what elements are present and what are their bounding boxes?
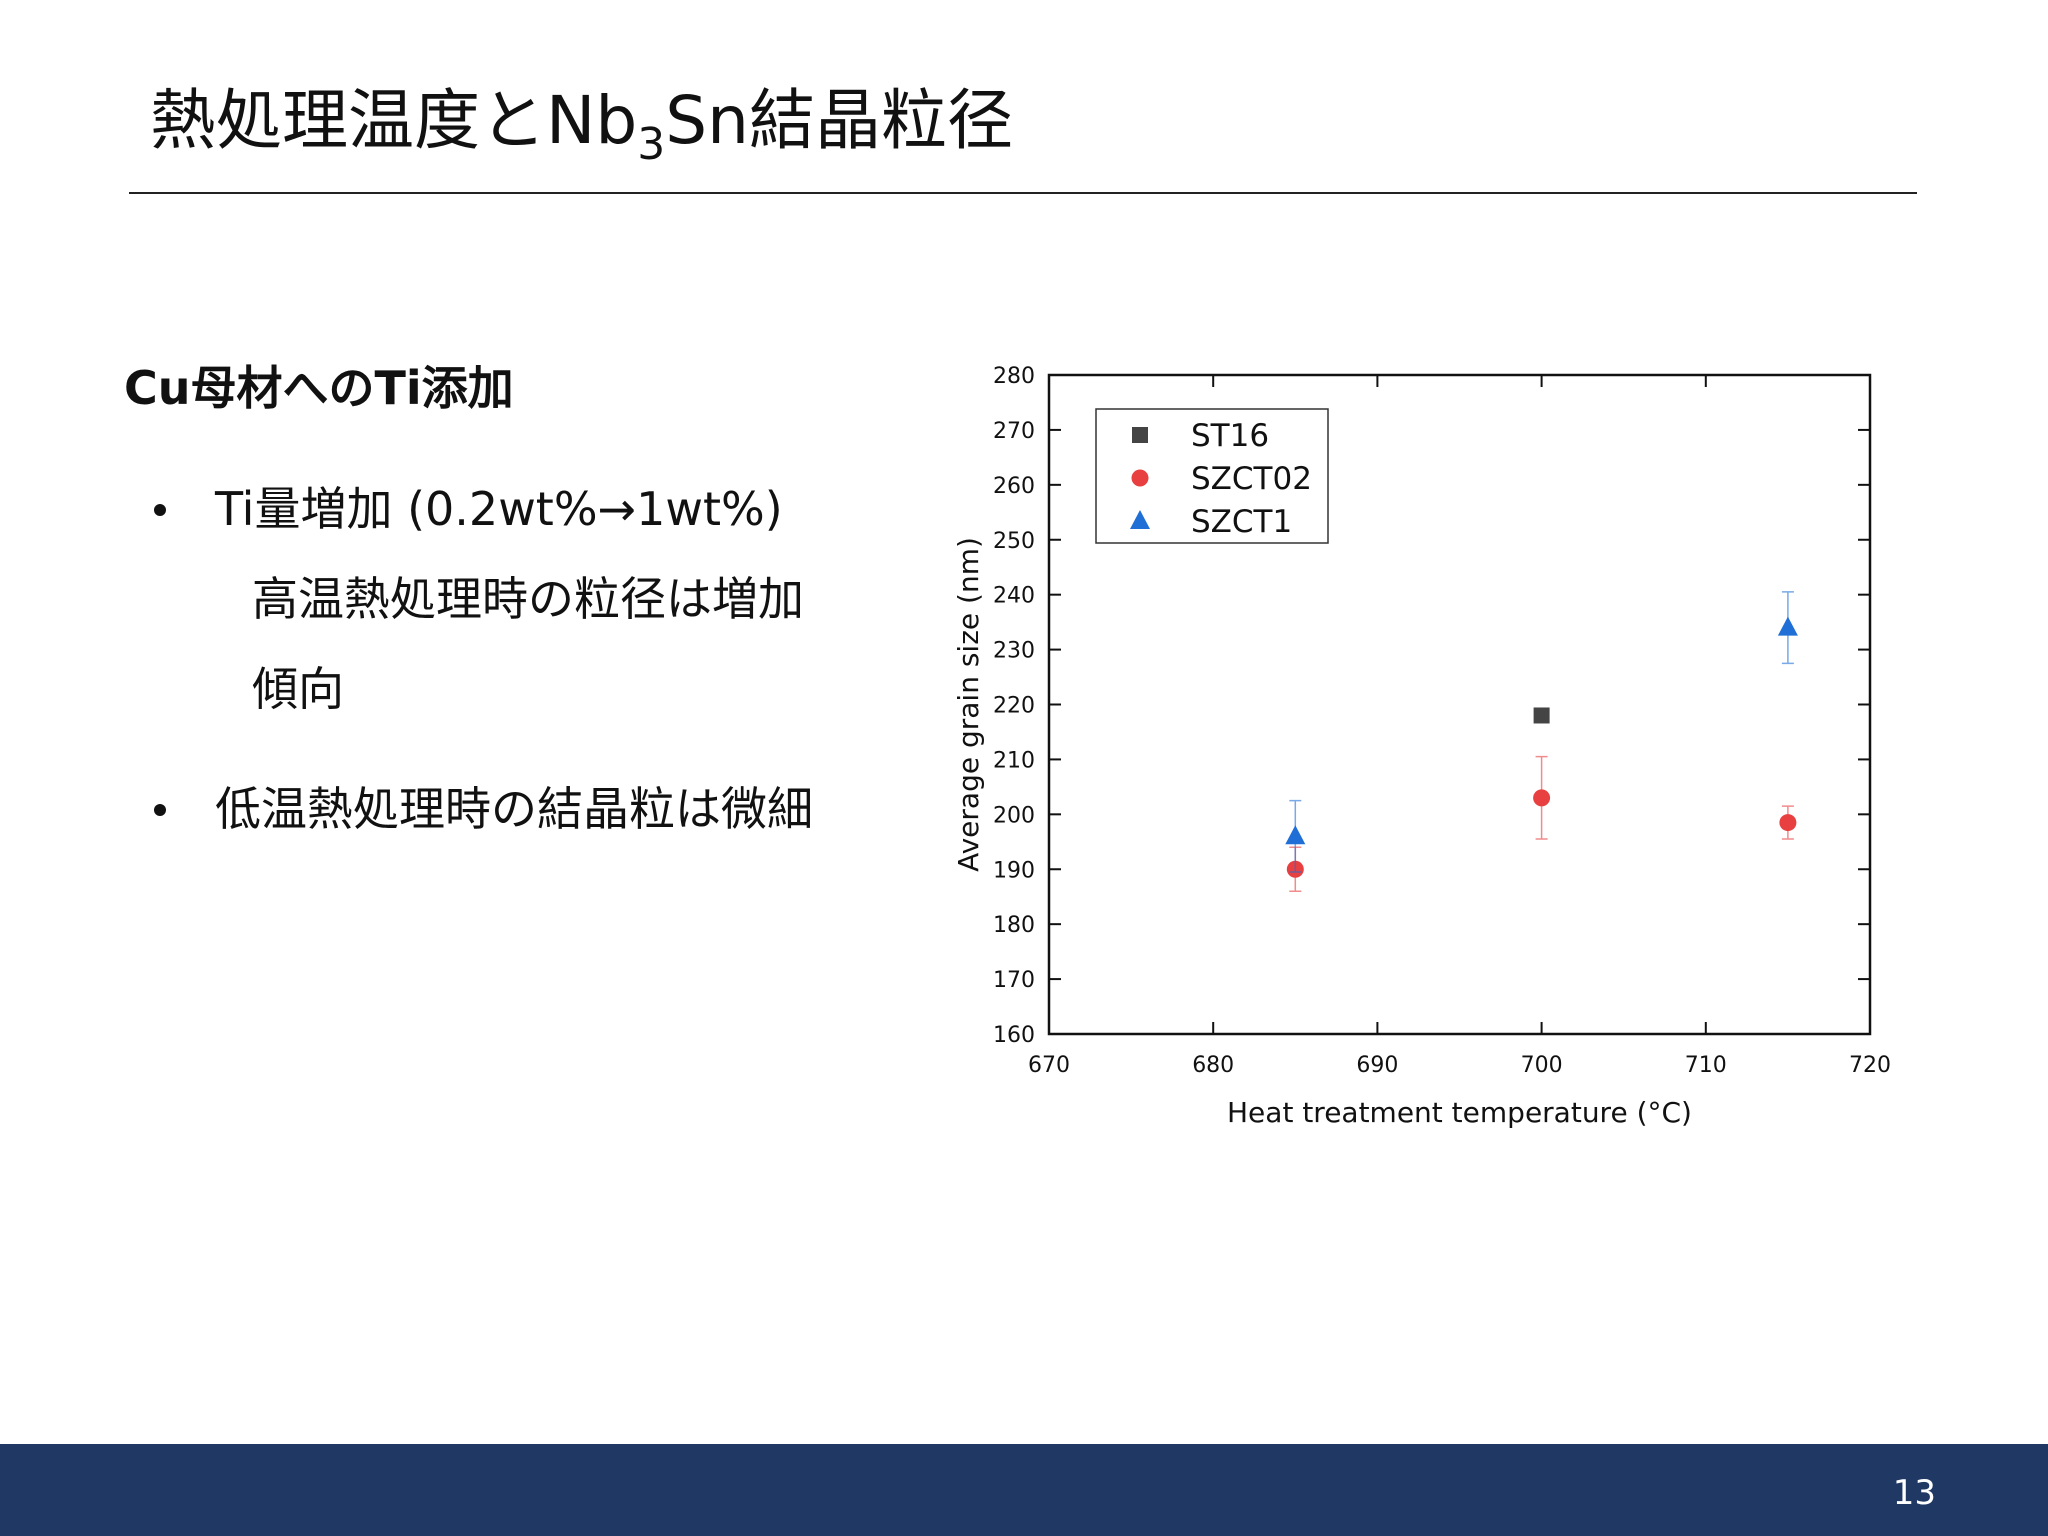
y-tick-label: 230 [993, 639, 1035, 664]
marker-square [1533, 707, 1550, 724]
bullet-text: 高温熱処理時の粒径は増加 [252, 572, 804, 626]
y-tick-label: 180 [993, 913, 1035, 938]
y-tick-label: 210 [993, 748, 1035, 773]
legend-label: SZCT02 [1191, 461, 1312, 497]
chart: 670 680 690 700 710 720 160 170 180 190 200 210 220 2… [952, 364, 1891, 1129]
page-number: 13 [1893, 1473, 1936, 1513]
bullet-dot [154, 504, 166, 516]
bullet-text: Ti量増加 (0.2wt%→1wt%) [214, 482, 783, 536]
title-part: Sn結晶粒径 [665, 82, 1013, 159]
section-heading: Cu母材へのTi添加 [124, 361, 514, 415]
x-tick-label: 720 [1849, 1053, 1891, 1078]
marker-triangle [1285, 825, 1306, 845]
bullet-list: Ti量増加 (0.2wt%→1wt%) 高温熱処理時の粒径は増加傾向低温熱処理時の… [154, 482, 813, 836]
marker-triangle [1130, 510, 1150, 529]
y-tick-label: 220 [993, 694, 1035, 719]
footer-band [0, 1444, 2048, 1536]
x-tick-label: 680 [1192, 1053, 1234, 1078]
y-tick-label: 160 [993, 1023, 1035, 1048]
y-tick-label: 170 [993, 968, 1035, 993]
slide-title: 熱処理温度とNb3Sn結晶粒径 [150, 82, 1013, 170]
x-tick-label: 710 [1685, 1053, 1727, 1078]
x-tick-label: 700 [1521, 1053, 1563, 1078]
x-axis-label: Heat treatment temperature (°C) [1227, 1096, 1692, 1129]
bullet-text: 低温熱処理時の結晶粒は微細 [215, 782, 813, 836]
y-tick-label: 200 [993, 803, 1035, 828]
marker-triangle [1777, 616, 1798, 636]
marker-circle [1779, 814, 1797, 832]
x-tick-label: 690 [1356, 1053, 1398, 1078]
title-subscript: 3 [637, 119, 665, 170]
legend-label: ST16 [1191, 418, 1269, 454]
x-tick-label: 670 [1028, 1053, 1070, 1078]
marker-circle [1533, 789, 1551, 807]
bullet-text: 傾向 [252, 662, 344, 716]
y-tick-label: 260 [993, 474, 1035, 499]
marker-circle [1131, 469, 1149, 487]
marker-square [1132, 427, 1148, 443]
y-tick-label: 280 [993, 364, 1035, 389]
y-tick-label: 240 [993, 584, 1035, 609]
y-tick-label: 270 [993, 419, 1035, 444]
legend-label: SZCT1 [1191, 504, 1292, 540]
title-part: 熱処理温度とNb [150, 82, 637, 159]
y-tick-label: 250 [993, 529, 1035, 554]
y-tick-label: 190 [993, 858, 1035, 883]
y-axis-label: Average grain size (nm) [952, 537, 985, 872]
bullet-dot [154, 804, 166, 816]
